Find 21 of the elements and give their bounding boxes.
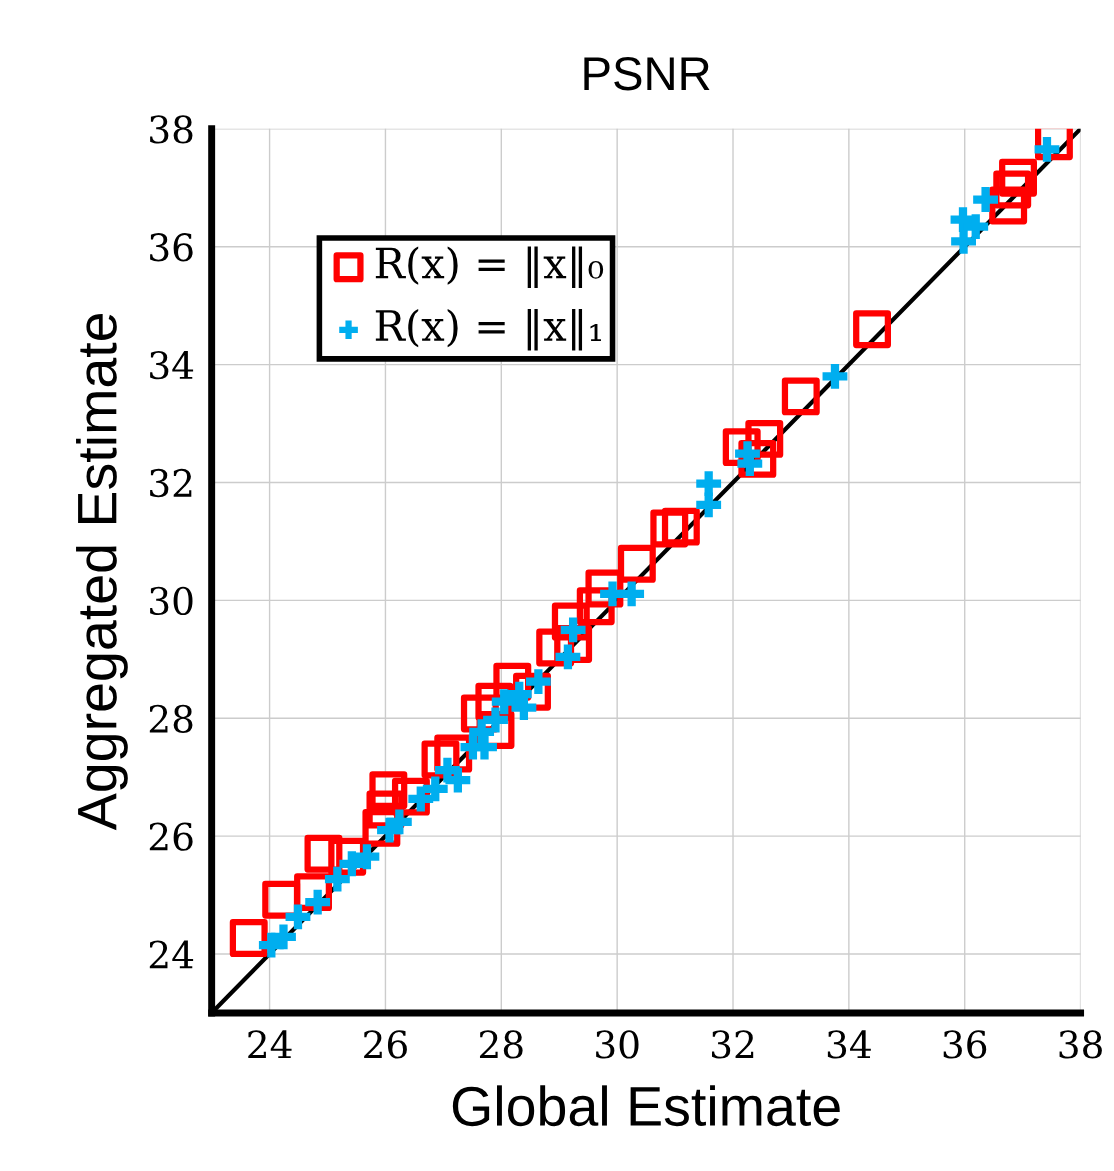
y-tick-label: 30	[150, 586, 193, 616]
legend-label: R(x) = ‖x‖₀	[375, 246, 604, 289]
x-tick-label: 26	[364, 1030, 407, 1059]
x-tick-label: 32	[712, 1030, 754, 1059]
x-tick-label: 34	[827, 1030, 871, 1059]
y-tick-label: 24	[149, 940, 194, 969]
legend-label: R(x) = ‖x‖₁	[375, 308, 601, 351]
chart-title: PSNR	[584, 56, 710, 91]
x-tick-label: 38	[1059, 1030, 1102, 1059]
x-tick-label: 30	[596, 1030, 639, 1059]
x-tick-label: 36	[943, 1030, 987, 1059]
x-axis-title: Global Estimate	[452, 1085, 840, 1127]
y-axis-title: Aggregated Estimate	[76, 313, 128, 831]
y-tick-label: 32	[150, 468, 192, 498]
x-tick-label: 24	[248, 1030, 292, 1059]
x-tick-label: 28	[479, 1030, 523, 1059]
y-tick-label: 38	[150, 115, 193, 144]
y-tick-label: 36	[150, 233, 193, 262]
y-tick-label: 34	[150, 350, 194, 380]
y-tick-label: 28	[149, 704, 193, 733]
y-tick-label: 26	[149, 822, 193, 851]
